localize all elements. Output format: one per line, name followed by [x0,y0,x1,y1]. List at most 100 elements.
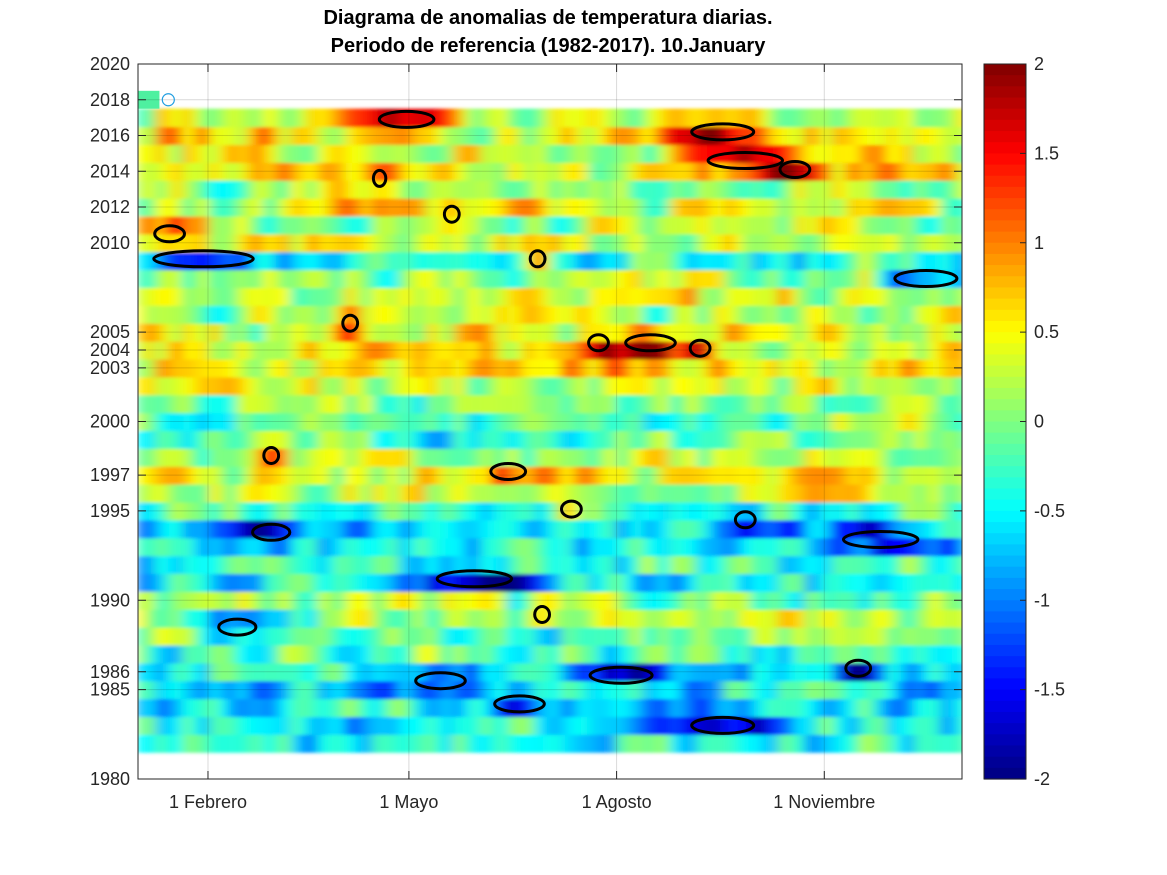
heatmap-cell [633,323,644,342]
heatmap-cell [732,430,743,449]
heatmap-cell [163,716,174,735]
heatmap-cell [326,573,337,592]
heatmap-cell [326,591,337,610]
heatmap-cell [326,662,337,682]
heatmap-cell [904,716,915,735]
heatmap-cell [823,537,833,557]
heatmap-cell [886,305,896,324]
heatmap-cell [353,376,364,396]
heatmap-cell [723,412,734,432]
heatmap-cell [507,627,517,646]
heatmap-cell [805,591,815,610]
heatmap-cell [516,680,526,700]
colorbar-band [984,644,1026,657]
heatmap-cell [191,215,201,235]
heatmap-cell [398,126,409,146]
heatmap-cell [750,323,761,342]
heatmap-cell [958,108,962,128]
heatmap-cell [138,555,147,575]
heatmap-cell [182,591,192,610]
heatmap-cell [407,716,418,735]
heatmap-cell [696,591,707,610]
heatmap-cell [317,162,328,181]
heatmap-cell [678,609,689,628]
heatmap-cell [796,591,806,610]
heatmap-cell [705,394,716,414]
heatmap-cell [552,287,562,306]
heatmap-cell [931,305,942,324]
heatmap-cell [308,644,319,664]
heatmap-cell [407,680,418,700]
heatmap-cell [669,555,680,575]
heatmap-cell [470,376,481,396]
heatmap-cell [732,734,743,753]
heatmap-cell [525,394,535,414]
heatmap-cell [326,358,337,378]
heatmap-cell [145,501,156,521]
heatmap-cell [245,358,255,378]
heatmap-cell [452,251,463,271]
heatmap-cell [877,341,887,360]
heatmap-cell [290,287,301,306]
heatmap-cell [787,734,797,753]
heatmap-cell [913,251,924,271]
heatmap-cell [931,233,942,253]
heatmap-cell [958,716,962,735]
heatmap-cell [380,323,391,342]
heatmap-cell [362,198,373,217]
heatmap-cell [335,108,346,128]
heatmap-cell [308,305,319,324]
heatmap-cell [877,555,887,575]
heatmap-cell [236,323,246,342]
heatmap-cell [606,215,617,235]
heatmap-cell [895,144,906,163]
heatmap-cell [570,126,580,146]
heatmap-cell [696,662,707,682]
heatmap-cell [344,448,355,467]
heatmap-cell [534,716,544,735]
heatmap-cell [552,269,562,289]
heatmap-cell [452,162,463,181]
heatmap-cell [949,305,960,324]
heatmap-cell [371,233,382,253]
heatmap-cell [353,519,364,539]
heatmap-cell [489,215,499,235]
heatmap-cell [868,555,878,575]
heatmap-cell [407,198,418,217]
heatmap-cell [850,108,860,128]
heatmap-cell [182,198,192,217]
heatmap-cell [651,305,662,324]
heatmap-cell [561,305,571,324]
heatmap-cell [768,341,779,360]
heatmap-cell [579,269,589,289]
heatmap-cell [154,251,165,271]
hot-contour [377,109,436,129]
heatmap-cell [407,448,418,467]
heatmap-cell [254,233,264,253]
heatmap-cell [759,198,770,217]
heatmap-cell [787,573,797,592]
heatmap-cell [868,412,878,432]
heatmap-cell [687,412,698,432]
heatmap-cell [344,215,355,235]
heatmap-cell [525,287,535,306]
heatmap-cell [660,609,671,628]
heatmap-cell [579,233,589,253]
heatmap-cell [353,198,364,217]
heatmap-cell [452,341,463,360]
heatmap-cell [470,698,481,718]
hot-contour [442,204,461,224]
heatmap-cell [759,287,770,306]
heatmap-cell [696,251,707,271]
heatmap-cell [516,305,526,324]
heatmap-cell [606,251,617,271]
heatmap-cell [182,162,192,181]
y-tick-label: 1985 [90,680,130,700]
heatmap-cell [534,162,544,181]
heatmap-cell [236,376,246,396]
heatmap-cell [362,108,373,128]
heatmap-cell [814,555,824,575]
heatmap-cell [272,108,282,128]
heatmap-cell [859,215,869,235]
heatmap-cell [633,269,644,289]
